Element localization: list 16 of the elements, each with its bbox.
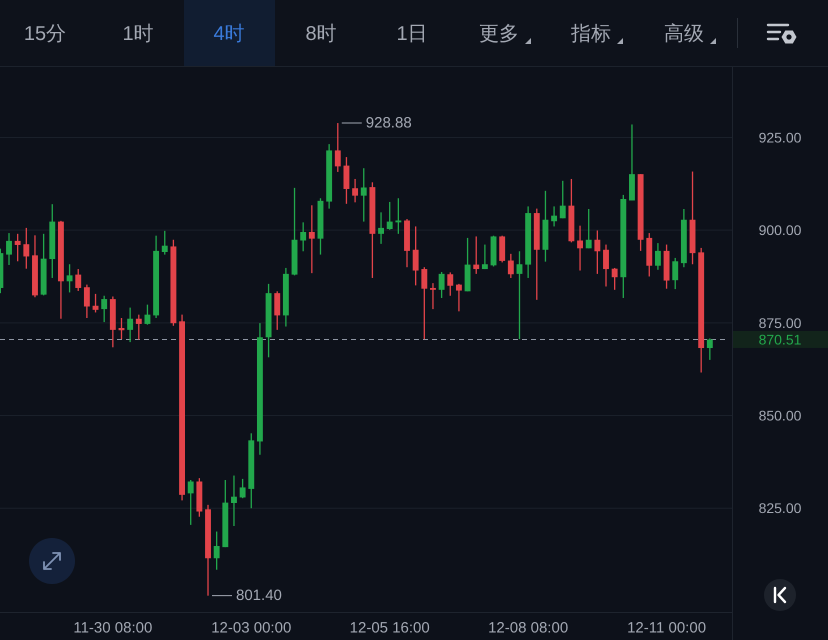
annotation: 801.40 xyxy=(212,587,282,604)
x-tick-label: 11-30 08:00 xyxy=(73,620,152,636)
x-tick-label: 12-11 00:00 xyxy=(627,620,706,636)
y-tick-label: 875.00 xyxy=(758,314,802,331)
y-tick-label: 850.00 xyxy=(758,408,802,424)
y-tick-label: 900.00 xyxy=(758,222,802,238)
annotation: 928.88 xyxy=(341,114,412,132)
x-tick-label: 12-05 16:00 xyxy=(350,620,430,636)
x-tick-label: 12-03 00:00 xyxy=(211,620,292,636)
annotation: 928.88 xyxy=(366,114,412,132)
x-tick-label: 12-08 08:00 xyxy=(488,620,568,636)
y-tick-label: 925.00 xyxy=(758,129,802,146)
ref-line-label: 870.51 xyxy=(758,331,802,348)
toolbar: 15分 1时 4时 8时 1日 更多 指标 高级 xyxy=(0,0,828,67)
y-tick-label: 825.00 xyxy=(758,500,802,516)
annotation: 801.40 xyxy=(236,587,282,604)
